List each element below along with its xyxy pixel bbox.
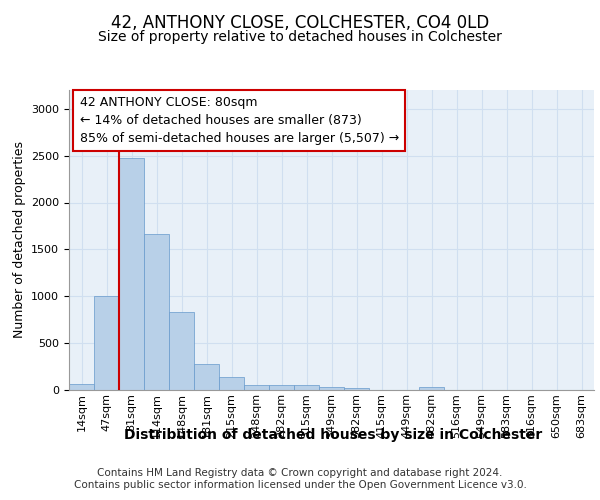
Text: Contains public sector information licensed under the Open Government Licence v3: Contains public sector information licen… xyxy=(74,480,526,490)
Bar xyxy=(119,158,144,390)
Text: Distribution of detached houses by size in Colchester: Distribution of detached houses by size … xyxy=(124,428,542,442)
Bar xyxy=(194,364,219,390)
Bar xyxy=(69,384,94,390)
Bar xyxy=(269,386,294,390)
Bar xyxy=(319,386,344,390)
Text: 42, ANTHONY CLOSE, COLCHESTER, CO4 0LD: 42, ANTHONY CLOSE, COLCHESTER, CO4 0LD xyxy=(111,14,489,32)
Text: Size of property relative to detached houses in Colchester: Size of property relative to detached ho… xyxy=(98,30,502,44)
Text: 42 ANTHONY CLOSE: 80sqm
← 14% of detached houses are smaller (873)
85% of semi-d: 42 ANTHONY CLOSE: 80sqm ← 14% of detache… xyxy=(79,96,399,145)
Bar xyxy=(344,388,369,390)
Bar xyxy=(144,234,169,390)
Bar xyxy=(419,387,444,390)
Bar xyxy=(219,378,244,390)
Bar xyxy=(169,312,194,390)
Text: Contains HM Land Registry data © Crown copyright and database right 2024.: Contains HM Land Registry data © Crown c… xyxy=(97,468,503,477)
Y-axis label: Number of detached properties: Number of detached properties xyxy=(13,142,26,338)
Bar xyxy=(244,385,269,390)
Bar xyxy=(94,296,119,390)
Bar xyxy=(294,386,319,390)
